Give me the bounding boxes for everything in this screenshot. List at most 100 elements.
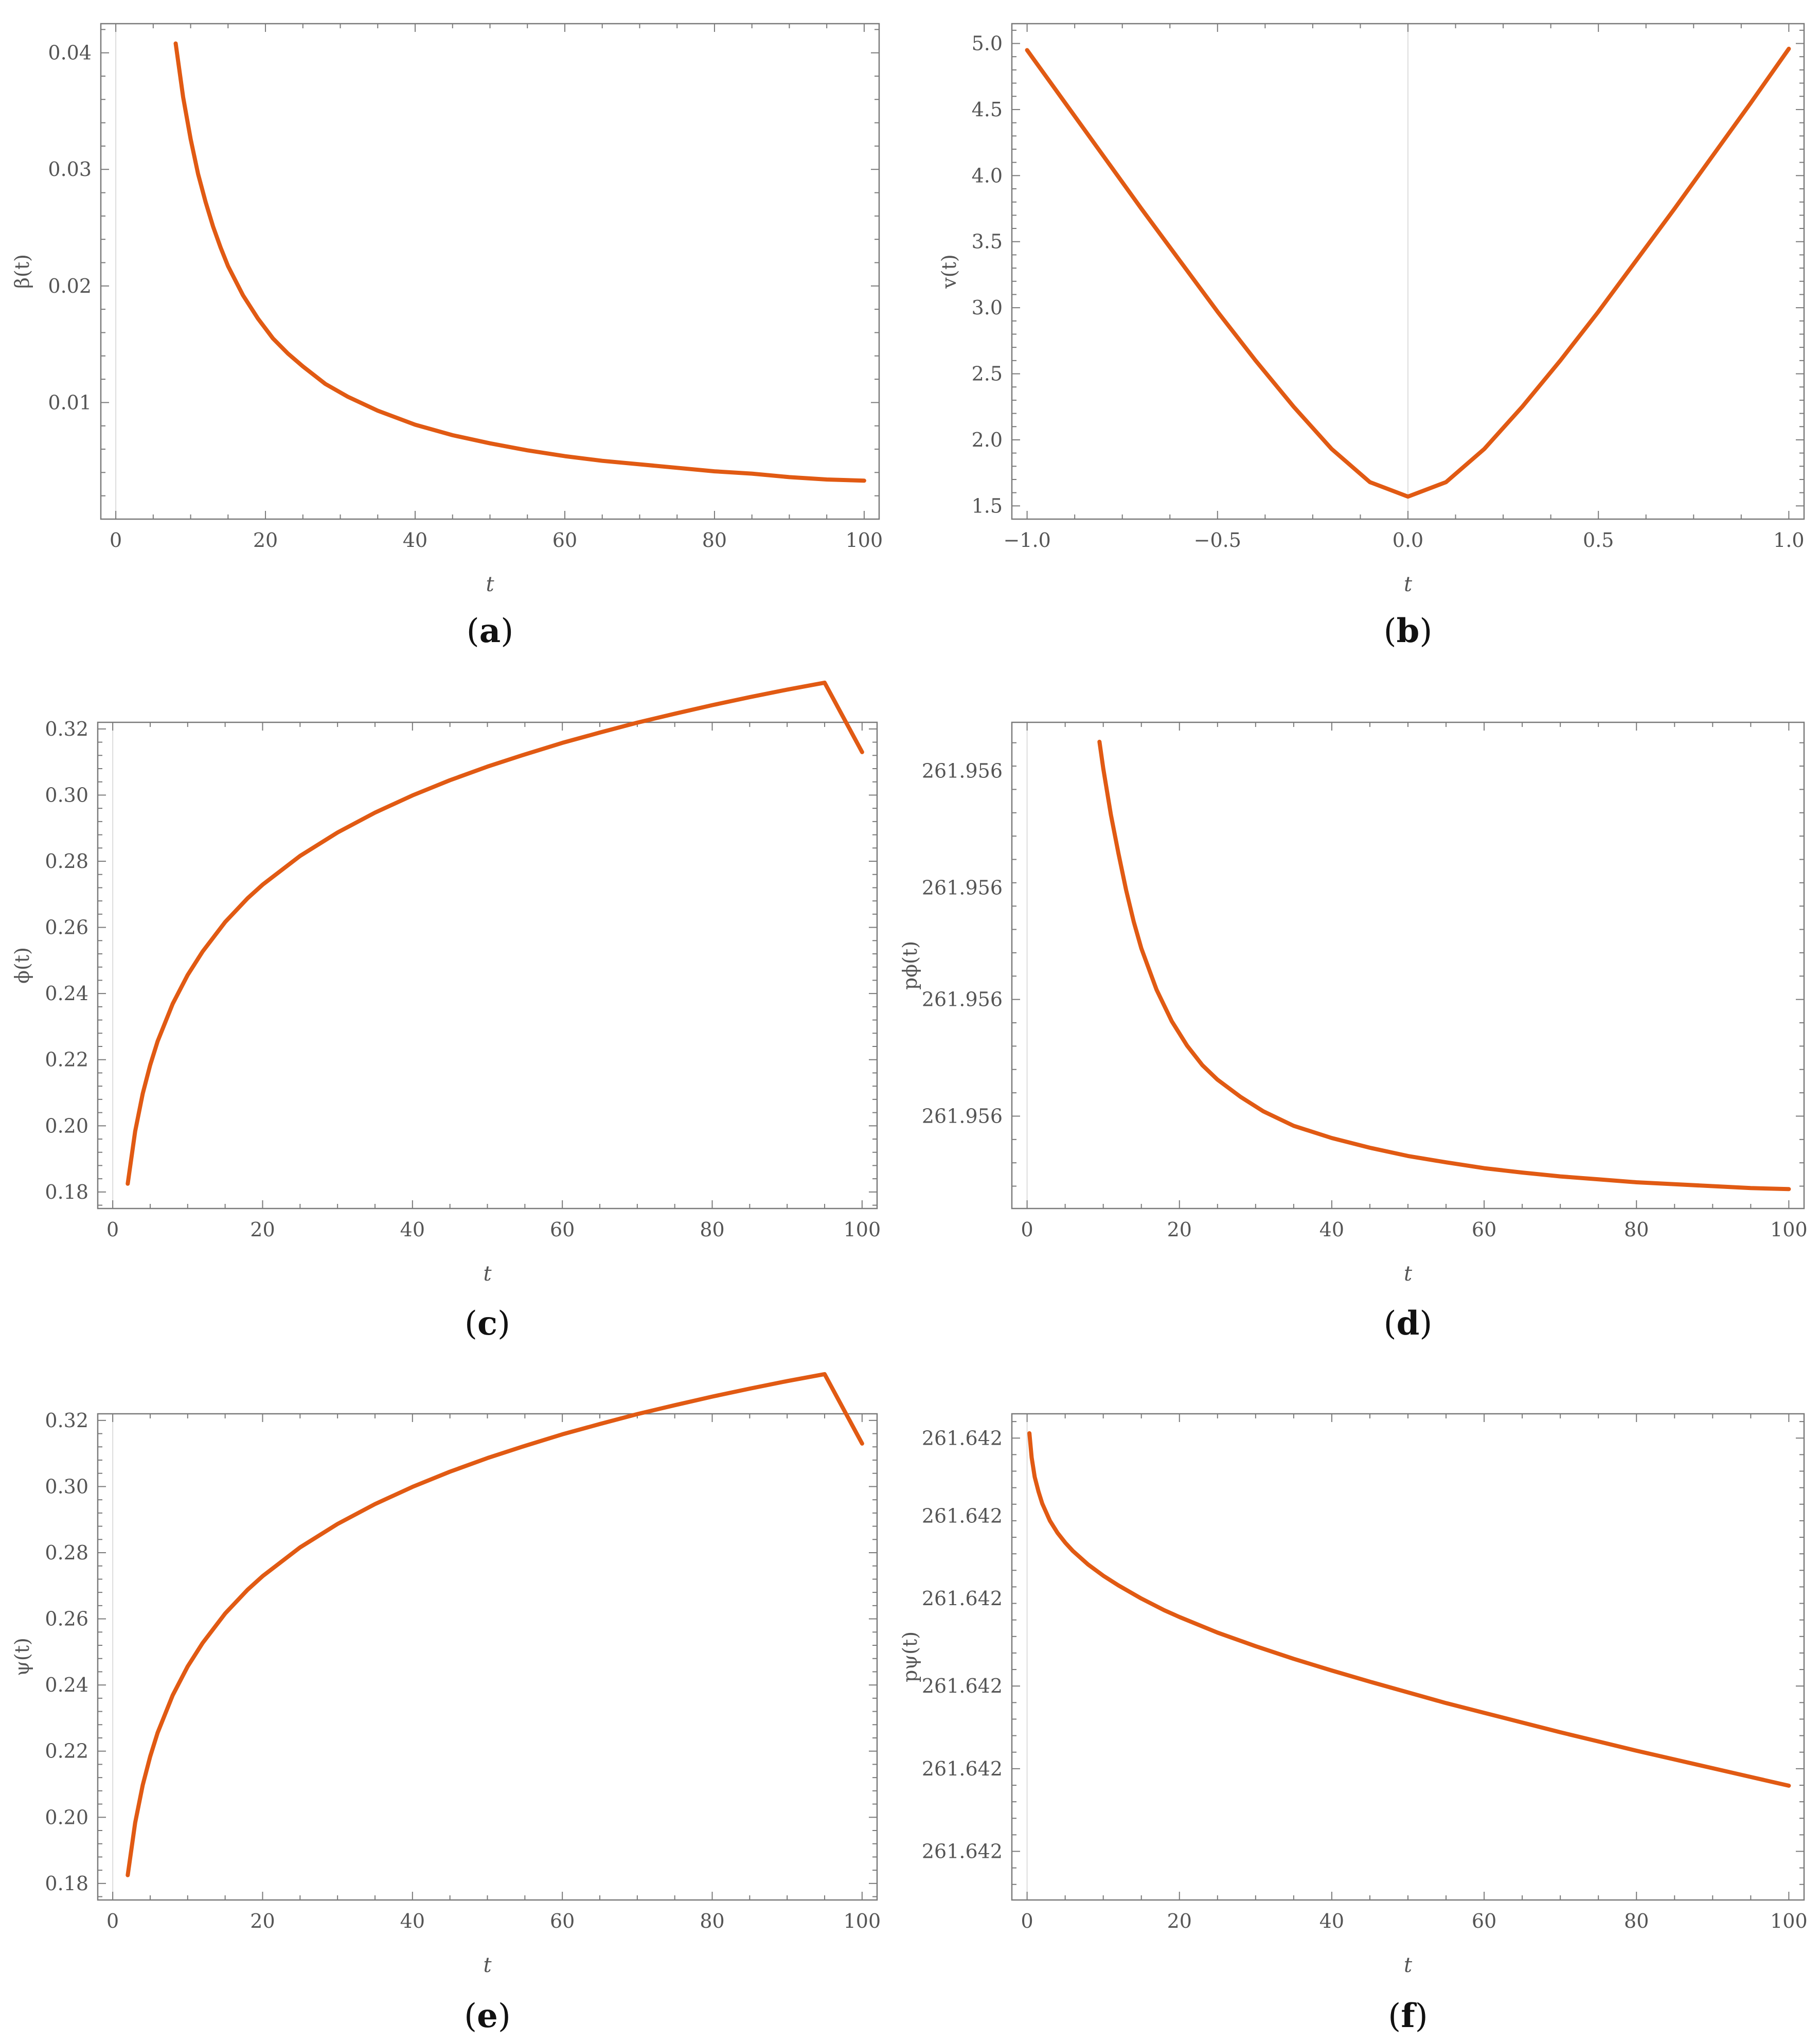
x-tick-label: 60: [1472, 1218, 1496, 1241]
y-tick-label: 261.956: [922, 1105, 1003, 1127]
y-tick-label: 261.956: [922, 760, 1003, 783]
y-tick-label: 0.18: [45, 1872, 88, 1895]
x-tick-label: 100: [1770, 1218, 1808, 1241]
x-axis-label: t: [483, 1262, 492, 1286]
y-tick-label: 0.30: [45, 1475, 88, 1498]
x-tick-label: 20: [250, 1218, 275, 1241]
x-tick-label: 20: [1167, 1218, 1192, 1241]
y-tick-label: 0.32: [45, 1409, 88, 1432]
x-tick-label: 1.0: [1773, 529, 1804, 552]
y-tick-label: 1.5: [972, 494, 1003, 517]
y-tick-label: 3.0: [972, 296, 1003, 319]
y-tick-label: 0.24: [45, 1674, 88, 1696]
panel-caption: (b): [1384, 612, 1433, 650]
y-tick-label: 261.642: [922, 1504, 1003, 1527]
y-tick-label: 261.642: [922, 1587, 1003, 1610]
y-axis-label: pψ(t): [899, 1631, 921, 1682]
y-tick-label: 0.26: [45, 1608, 88, 1630]
x-tick-label: 40: [1319, 1910, 1344, 1932]
chart-panel-c: 0 20 40 60 80 100 0.18 0.20 0.22 0.24 0.26 0.28 0.30…: [11, 680, 881, 1343]
y-tick-label: 0.28: [45, 1541, 88, 1564]
y-tick-label: 0.20: [45, 1114, 88, 1137]
y-tick-label: 3.5: [972, 230, 1003, 253]
x-tick-label: 60: [552, 529, 577, 552]
x-tick-label: 60: [550, 1910, 575, 1932]
y-tick-label: 0.03: [48, 158, 92, 181]
y-axis-label: pϕ(t): [899, 941, 921, 990]
y-tick-label: 0.22: [45, 1740, 88, 1763]
x-tick-label: 20: [253, 529, 278, 552]
x-tick-label: 60: [550, 1218, 575, 1241]
chart-panel-b: −1.0 −0.5 0.0 0.5 1.0 1.5 2.0 2.5 3.0 3.5 4.0 4.5 5.…: [938, 23, 1805, 650]
series-line: [1097, 739, 1791, 1192]
x-tick-label: 0.0: [1393, 529, 1423, 552]
y-tick-label: 0.32: [45, 718, 88, 740]
series-line: [126, 1372, 864, 1877]
x-tick-label: 100: [844, 1910, 881, 1932]
x-tick-label: 0: [1021, 1218, 1033, 1241]
y-tick-label: 0.22: [45, 1049, 88, 1071]
x-tick-label: 40: [400, 1910, 425, 1932]
plot-frame: [1011, 721, 1805, 1210]
x-axis-label: t: [483, 1953, 492, 1977]
x-tick-label: 40: [403, 529, 427, 552]
y-tick-label: 0.01: [48, 391, 92, 414]
y-axis-label: ϕ(t): [11, 947, 33, 984]
y-tick-label: 4.5: [972, 98, 1003, 121]
panel-caption: (c): [465, 1304, 510, 1343]
plot-frame: [97, 1413, 878, 1901]
y-axis-label: β(t): [11, 254, 33, 289]
y-tick-label: 261.956: [922, 988, 1003, 1011]
x-tick-label: 20: [1167, 1910, 1192, 1932]
series-line: [1025, 46, 1791, 499]
y-axis-label: ψ(t): [11, 1638, 33, 1676]
y-tick-label: 0.20: [45, 1806, 88, 1828]
y-tick-label: 4.0: [972, 164, 1003, 187]
x-axis-label: t: [1404, 1953, 1413, 1977]
x-tick-label: 0: [110, 529, 122, 552]
y-tick-label: 261.642: [922, 1757, 1003, 1780]
series-line: [1027, 1431, 1791, 1788]
y-tick-label: 0.04: [48, 42, 92, 64]
plot-frame: [1011, 1413, 1805, 1901]
x-tick-label: 40: [400, 1218, 425, 1241]
y-tick-label: 261.642: [922, 1427, 1003, 1449]
x-tick-label: 60: [1472, 1910, 1496, 1932]
x-tick-label: 80: [1624, 1218, 1649, 1241]
x-tick-label: 80: [700, 1910, 724, 1932]
x-axis-label: t: [486, 573, 494, 596]
chart-panel-e: 0 20 40 60 80 100 0.18 0.20 0.22 0.24 0.26 0.28 0.30…: [11, 1372, 881, 2035]
panel-caption: (f): [1388, 1997, 1428, 2035]
x-tick-label: 80: [1624, 1910, 1649, 1932]
panel-caption: (a): [467, 612, 513, 650]
x-tick-label: 0: [1021, 1910, 1033, 1932]
y-tick-label: 0.24: [45, 982, 88, 1005]
y-tick-label: 2.5: [972, 363, 1003, 385]
x-tick-label: 20: [250, 1910, 275, 1932]
x-axis-label: t: [1404, 1262, 1413, 1286]
x-axis-label: t: [1404, 573, 1413, 596]
panel-caption: (e): [464, 1997, 511, 2035]
x-tick-label: 80: [702, 529, 727, 552]
plot-frame: [97, 721, 878, 1210]
x-tick-label: 40: [1319, 1218, 1344, 1241]
x-tick-label: −0.5: [1194, 529, 1241, 552]
y-axis-label: v(t): [938, 254, 960, 289]
panel-caption: (d): [1384, 1304, 1433, 1343]
x-tick-label: 0.5: [1583, 529, 1614, 552]
y-tick-label: 5.0: [972, 32, 1003, 55]
x-tick-label: 100: [844, 1218, 881, 1241]
x-tick-label: 0: [106, 1910, 119, 1932]
chart-panel-d: 0 20 40 60 80 100 261.956 261.956 261.956 261.956…: [899, 721, 1808, 1343]
y-tick-label: 0.30: [45, 784, 88, 806]
y-tick-label: 0.02: [48, 275, 92, 297]
series-line: [173, 41, 866, 483]
y-tick-label: 0.26: [45, 916, 88, 939]
y-tick-label: 261.642: [922, 1675, 1003, 1697]
x-tick-label: 100: [1770, 1910, 1808, 1932]
x-tick-label: −1.0: [1003, 529, 1050, 552]
y-tick-label: 0.28: [45, 850, 88, 873]
y-tick-label: 261.642: [922, 1840, 1003, 1863]
chart-panel-a: 0 20 40 60 80 100 0.01 0.02 0.03 0.04 t β(t) (a): [11, 23, 883, 650]
